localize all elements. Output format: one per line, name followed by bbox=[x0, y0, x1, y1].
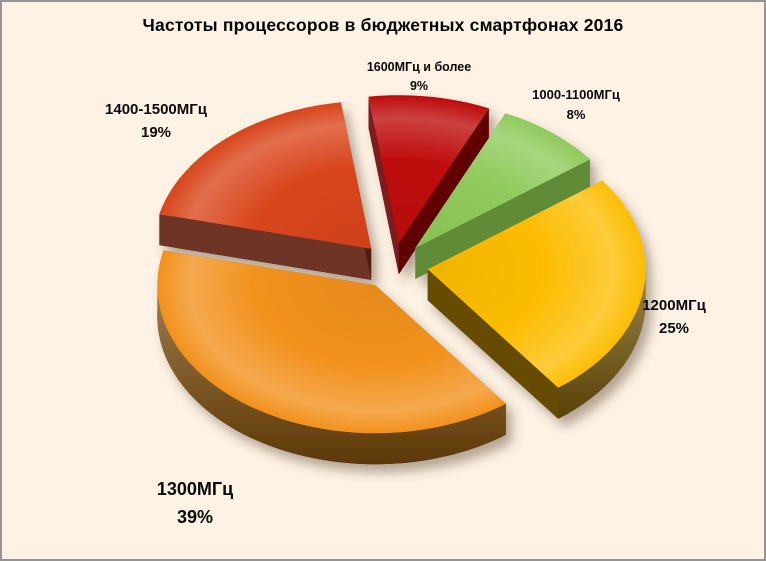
chart-title: Частоты процессоров в бюджетных смартфон… bbox=[142, 15, 624, 35]
pie-slice-4 bbox=[159, 102, 372, 280]
slice-label-4: 1400-1500МГц 19% bbox=[105, 98, 207, 145]
slice-pct-text: 8% bbox=[566, 107, 586, 123]
slice-pct-text: 19% bbox=[140, 124, 172, 142]
slice-pct-text: 25% bbox=[658, 320, 690, 338]
slice-label-text: 1400-1500МГц bbox=[105, 101, 207, 118]
slice-pct-text: 39% bbox=[176, 506, 214, 527]
slice-label-2: 1200МГц 25% bbox=[642, 294, 706, 341]
pie-slice-3 bbox=[157, 250, 506, 465]
slice-label-text: 1200МГц bbox=[642, 297, 706, 314]
slice-label-3: 1300МГц 39% bbox=[157, 476, 233, 532]
slice-pct-text: 9% bbox=[409, 79, 429, 94]
pie-slice-2 bbox=[427, 180, 646, 419]
pie-slice-0 bbox=[368, 95, 489, 275]
slice-label-text: 1600МГц и более bbox=[366, 60, 472, 74]
pie-slice-1 bbox=[415, 113, 590, 279]
slice-label-0: 1600МГц и более 9% bbox=[367, 58, 471, 97]
slice-label-text: 1000-1100МГц bbox=[532, 87, 620, 102]
slice-label-text: 1300МГц bbox=[156, 479, 234, 499]
slice-label-1: 1000-1100МГц 8% bbox=[532, 85, 620, 125]
